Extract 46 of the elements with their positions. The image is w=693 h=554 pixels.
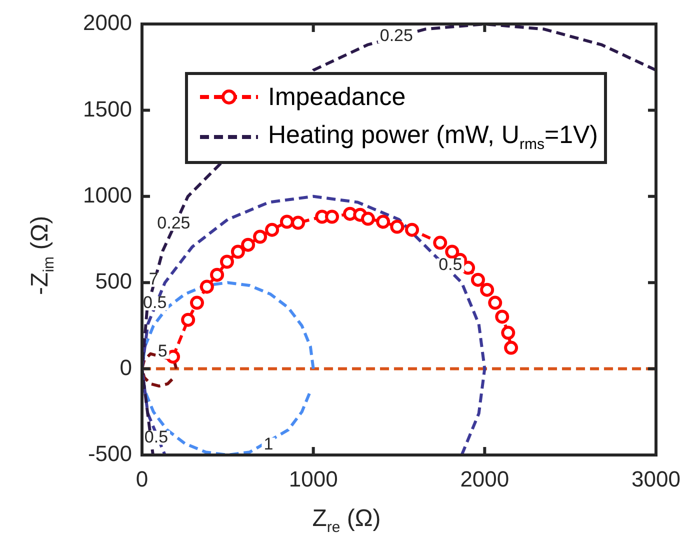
y-tick-label: 0 bbox=[120, 354, 132, 380]
y-tick-label: 2000 bbox=[83, 10, 132, 36]
annotation: 0.5 bbox=[143, 292, 167, 312]
point bbox=[210, 268, 224, 282]
annotation: 1 bbox=[264, 434, 274, 454]
point bbox=[253, 230, 268, 244]
point bbox=[445, 244, 460, 259]
point bbox=[200, 280, 214, 294]
point bbox=[405, 222, 420, 237]
point bbox=[241, 238, 256, 252]
annotation: 7 bbox=[148, 270, 158, 289]
x-tick-label: 0 bbox=[136, 466, 148, 492]
point bbox=[504, 340, 518, 355]
point bbox=[433, 236, 448, 250]
annotation: 0.25 bbox=[380, 26, 413, 45]
legend-label: Heating power (mW, U$_{rms}$=1V) bbox=[268, 121, 598, 153]
point bbox=[390, 220, 404, 234]
point bbox=[181, 312, 196, 327]
x-axis-title: Z$_{re}$ (Ω) bbox=[311, 505, 382, 536]
legend-label: Impeadance bbox=[268, 82, 406, 112]
y-tick-label: -500 bbox=[88, 441, 132, 466]
line-series bbox=[142, 194, 486, 455]
x-tick-label: 3000 bbox=[632, 466, 680, 492]
point bbox=[325, 210, 340, 224]
point bbox=[480, 282, 494, 297]
point bbox=[376, 214, 390, 229]
x-tick-label: 1000 bbox=[288, 466, 338, 492]
annotation: 0.5 bbox=[144, 427, 168, 446]
point bbox=[501, 326, 516, 340]
point bbox=[220, 254, 234, 269]
point bbox=[230, 244, 245, 259]
point bbox=[265, 222, 280, 237]
annotation: 5 bbox=[158, 342, 168, 361]
point bbox=[495, 310, 510, 324]
point bbox=[360, 212, 375, 226]
point bbox=[488, 296, 502, 310]
annotation: 0.25 bbox=[157, 214, 190, 232]
annotation: 0.5 bbox=[438, 255, 462, 274]
point bbox=[190, 296, 204, 310]
y-tick-label: 1500 bbox=[83, 96, 132, 122]
point bbox=[470, 272, 485, 287]
y-tick-label: 500 bbox=[95, 268, 132, 294]
point bbox=[280, 214, 294, 229]
x-tick-label: 2000 bbox=[460, 466, 510, 492]
point bbox=[291, 216, 306, 230]
y-tick-label: 1000 bbox=[83, 182, 132, 208]
